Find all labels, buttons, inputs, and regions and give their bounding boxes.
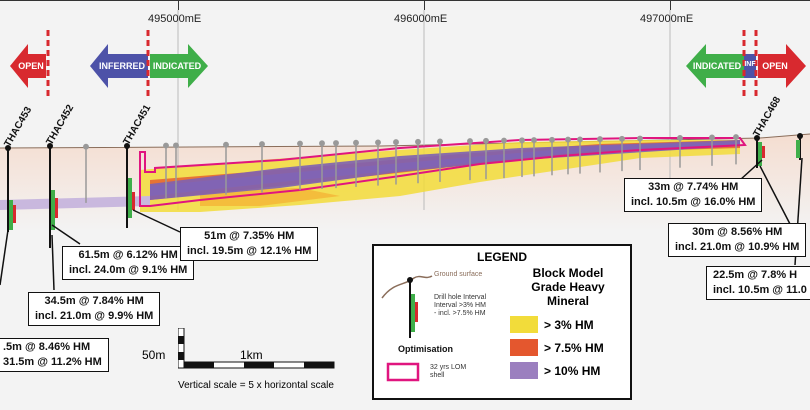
intercept-callout: 34.5m @ 7.84% HM incl. 21.0m @ 9.9% HM: [28, 292, 161, 326]
ore-zone-3pct-extra: [200, 188, 340, 206]
open-label-left: OPEN: [18, 61, 44, 71]
infill-drillhole-collar: [173, 142, 179, 149]
infill-drillhole-collar: [549, 136, 555, 143]
swatch-7-5pct: [510, 339, 538, 356]
infill-drillhole-collar: [519, 137, 525, 144]
scale-note: Vertical scale = 5 x horizontal scale: [178, 380, 334, 391]
easting-tick: [178, 0, 179, 10]
infill-drillhole-collar: [297, 140, 303, 147]
easting-tick: [670, 0, 671, 10]
swatch-10pct: [510, 362, 538, 379]
scale-bar: 50m 1km Vertical scale = 5 x horizontal …: [142, 328, 338, 398]
easting-tick: [424, 0, 425, 10]
infill-drillhole-collar: [393, 139, 399, 146]
infill-drillhole-collar: [733, 134, 739, 141]
infill-drillhole-collar: [163, 142, 169, 149]
inf-band: [744, 54, 756, 78]
infill-drillhole-collar: [637, 135, 643, 142]
indicated-arrow-right: [686, 44, 744, 88]
intercept-callout: 30m @ 8.56% HM incl. 21.0m @ 10.9% HM: [668, 223, 807, 257]
indicated-label-right: INDICATED: [692, 61, 742, 71]
infill-drillhole-collar: [259, 141, 265, 148]
infill-drillhole-collar: [565, 136, 571, 143]
easting-label: 497000mE: [640, 13, 694, 25]
infill-drillhole-collar: [319, 140, 325, 147]
infill-drillhole-collar: [597, 136, 603, 143]
infill-drillhole-collar: [501, 137, 507, 144]
swatch-3pct: [510, 316, 538, 333]
lom-shell-outline: [139, 137, 747, 207]
drillhole-thac468: [754, 135, 765, 168]
infill-drillhole-collar: [353, 139, 359, 146]
drillhole-right-edge: [796, 133, 803, 160]
inferred-arrow: [90, 44, 148, 88]
infill-drillhole-collar: [437, 138, 443, 145]
open-left-arrow: [10, 44, 46, 88]
intercept-callout: .5m @ 8.46% HM 31.5m @ 11.2% HM: [0, 338, 109, 372]
infill-drillhole-collar: [577, 136, 583, 143]
easting-label: 495000mE: [148, 13, 202, 25]
drillhole-thac451: [124, 143, 135, 228]
legend: LEGEND Ground surface Drill hole Interva…: [372, 244, 632, 400]
ore-zone-10pct-body: [150, 140, 740, 200]
open-label-right: OPEN: [762, 61, 788, 71]
infill-drillhole-collar: [677, 134, 683, 141]
infill-drillhole-collar: [619, 135, 625, 142]
drillhole-thac453: [5, 145, 16, 232]
infill-drillhole-collar: [415, 138, 421, 145]
open-right-arrow: [758, 44, 806, 88]
intercept-callout: 61.5m @ 6.12% HM incl. 24.0m @ 9.1% HM: [62, 246, 195, 280]
infill-drillhole-collar: [83, 143, 89, 150]
legend-graphics: [381, 275, 433, 382]
infill-drillhole-collar: [333, 140, 339, 146]
infill-drillhole-collar: [375, 139, 381, 146]
indicated-label-left: INDICATED: [152, 61, 202, 71]
ore-zone-tail: [0, 196, 150, 210]
infill-drillhole-collar: [709, 134, 715, 141]
indicated-arrow-left: [150, 44, 208, 88]
inferred-label: INFERRED: [98, 61, 145, 71]
drillhole-thac452: [47, 143, 58, 248]
infill-drillhole-collar: [223, 141, 229, 148]
intercept-callout: 33m @ 7.74% HM incl. 10.5m @ 16.0% HM: [624, 178, 763, 212]
infill-drillhole-collar: [483, 137, 489, 144]
horizontal-scale-label: 1km: [240, 348, 263, 362]
vertical-scale-label: 50m: [142, 348, 166, 362]
intercept-callout: 51m @ 7.35% HM incl. 19.5m @ 12.1% HM: [180, 227, 319, 261]
infill-drillhole-collar: [531, 137, 537, 144]
inf-label: INF: [744, 61, 756, 68]
easting-label: 496000mE: [394, 13, 448, 25]
legend-title: LEGEND: [476, 250, 527, 264]
infill-drillhole-collar: [467, 138, 473, 144]
